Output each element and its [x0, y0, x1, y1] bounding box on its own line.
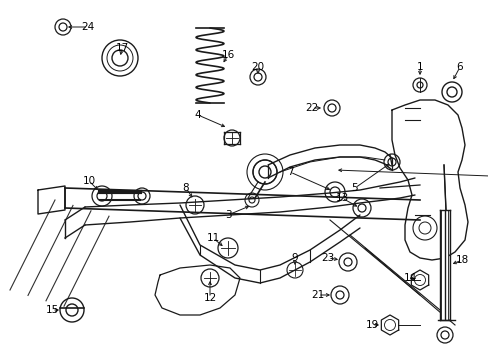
Text: 14: 14 [403, 273, 416, 283]
Text: 7: 7 [286, 167, 293, 177]
Text: 20: 20 [251, 62, 264, 72]
Text: 22: 22 [305, 103, 318, 113]
Text: 19: 19 [365, 320, 378, 330]
Text: 3: 3 [224, 210, 231, 220]
Text: 12: 12 [203, 293, 216, 303]
Text: 11: 11 [206, 233, 219, 243]
Text: 24: 24 [81, 22, 95, 32]
Text: 21: 21 [311, 290, 324, 300]
Text: 6: 6 [456, 62, 462, 72]
Text: 18: 18 [454, 255, 468, 265]
Text: 1: 1 [416, 62, 423, 72]
Text: 10: 10 [82, 176, 95, 186]
Text: 23: 23 [321, 253, 334, 263]
Text: 13: 13 [335, 193, 348, 203]
Text: 15: 15 [45, 305, 59, 315]
Text: 5: 5 [351, 183, 358, 193]
Text: 8: 8 [183, 183, 189, 193]
Text: 17: 17 [115, 43, 128, 53]
Text: 4: 4 [194, 110, 201, 120]
Text: 9: 9 [291, 253, 298, 263]
Text: 16: 16 [221, 50, 234, 60]
